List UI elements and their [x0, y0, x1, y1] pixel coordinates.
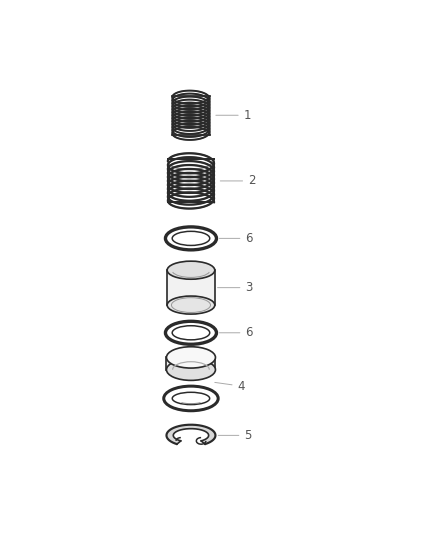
Ellipse shape [166, 359, 215, 381]
Polygon shape [166, 425, 215, 444]
Ellipse shape [166, 347, 215, 368]
Text: 6: 6 [219, 232, 252, 245]
Text: 2: 2 [220, 174, 255, 188]
Text: 3: 3 [217, 281, 252, 294]
Text: 4: 4 [214, 379, 244, 393]
Text: 5: 5 [218, 429, 251, 442]
Ellipse shape [167, 261, 214, 279]
Polygon shape [166, 358, 215, 370]
Polygon shape [167, 270, 214, 305]
Text: 6: 6 [219, 326, 252, 340]
Ellipse shape [167, 296, 214, 314]
Text: 1: 1 [215, 109, 251, 122]
